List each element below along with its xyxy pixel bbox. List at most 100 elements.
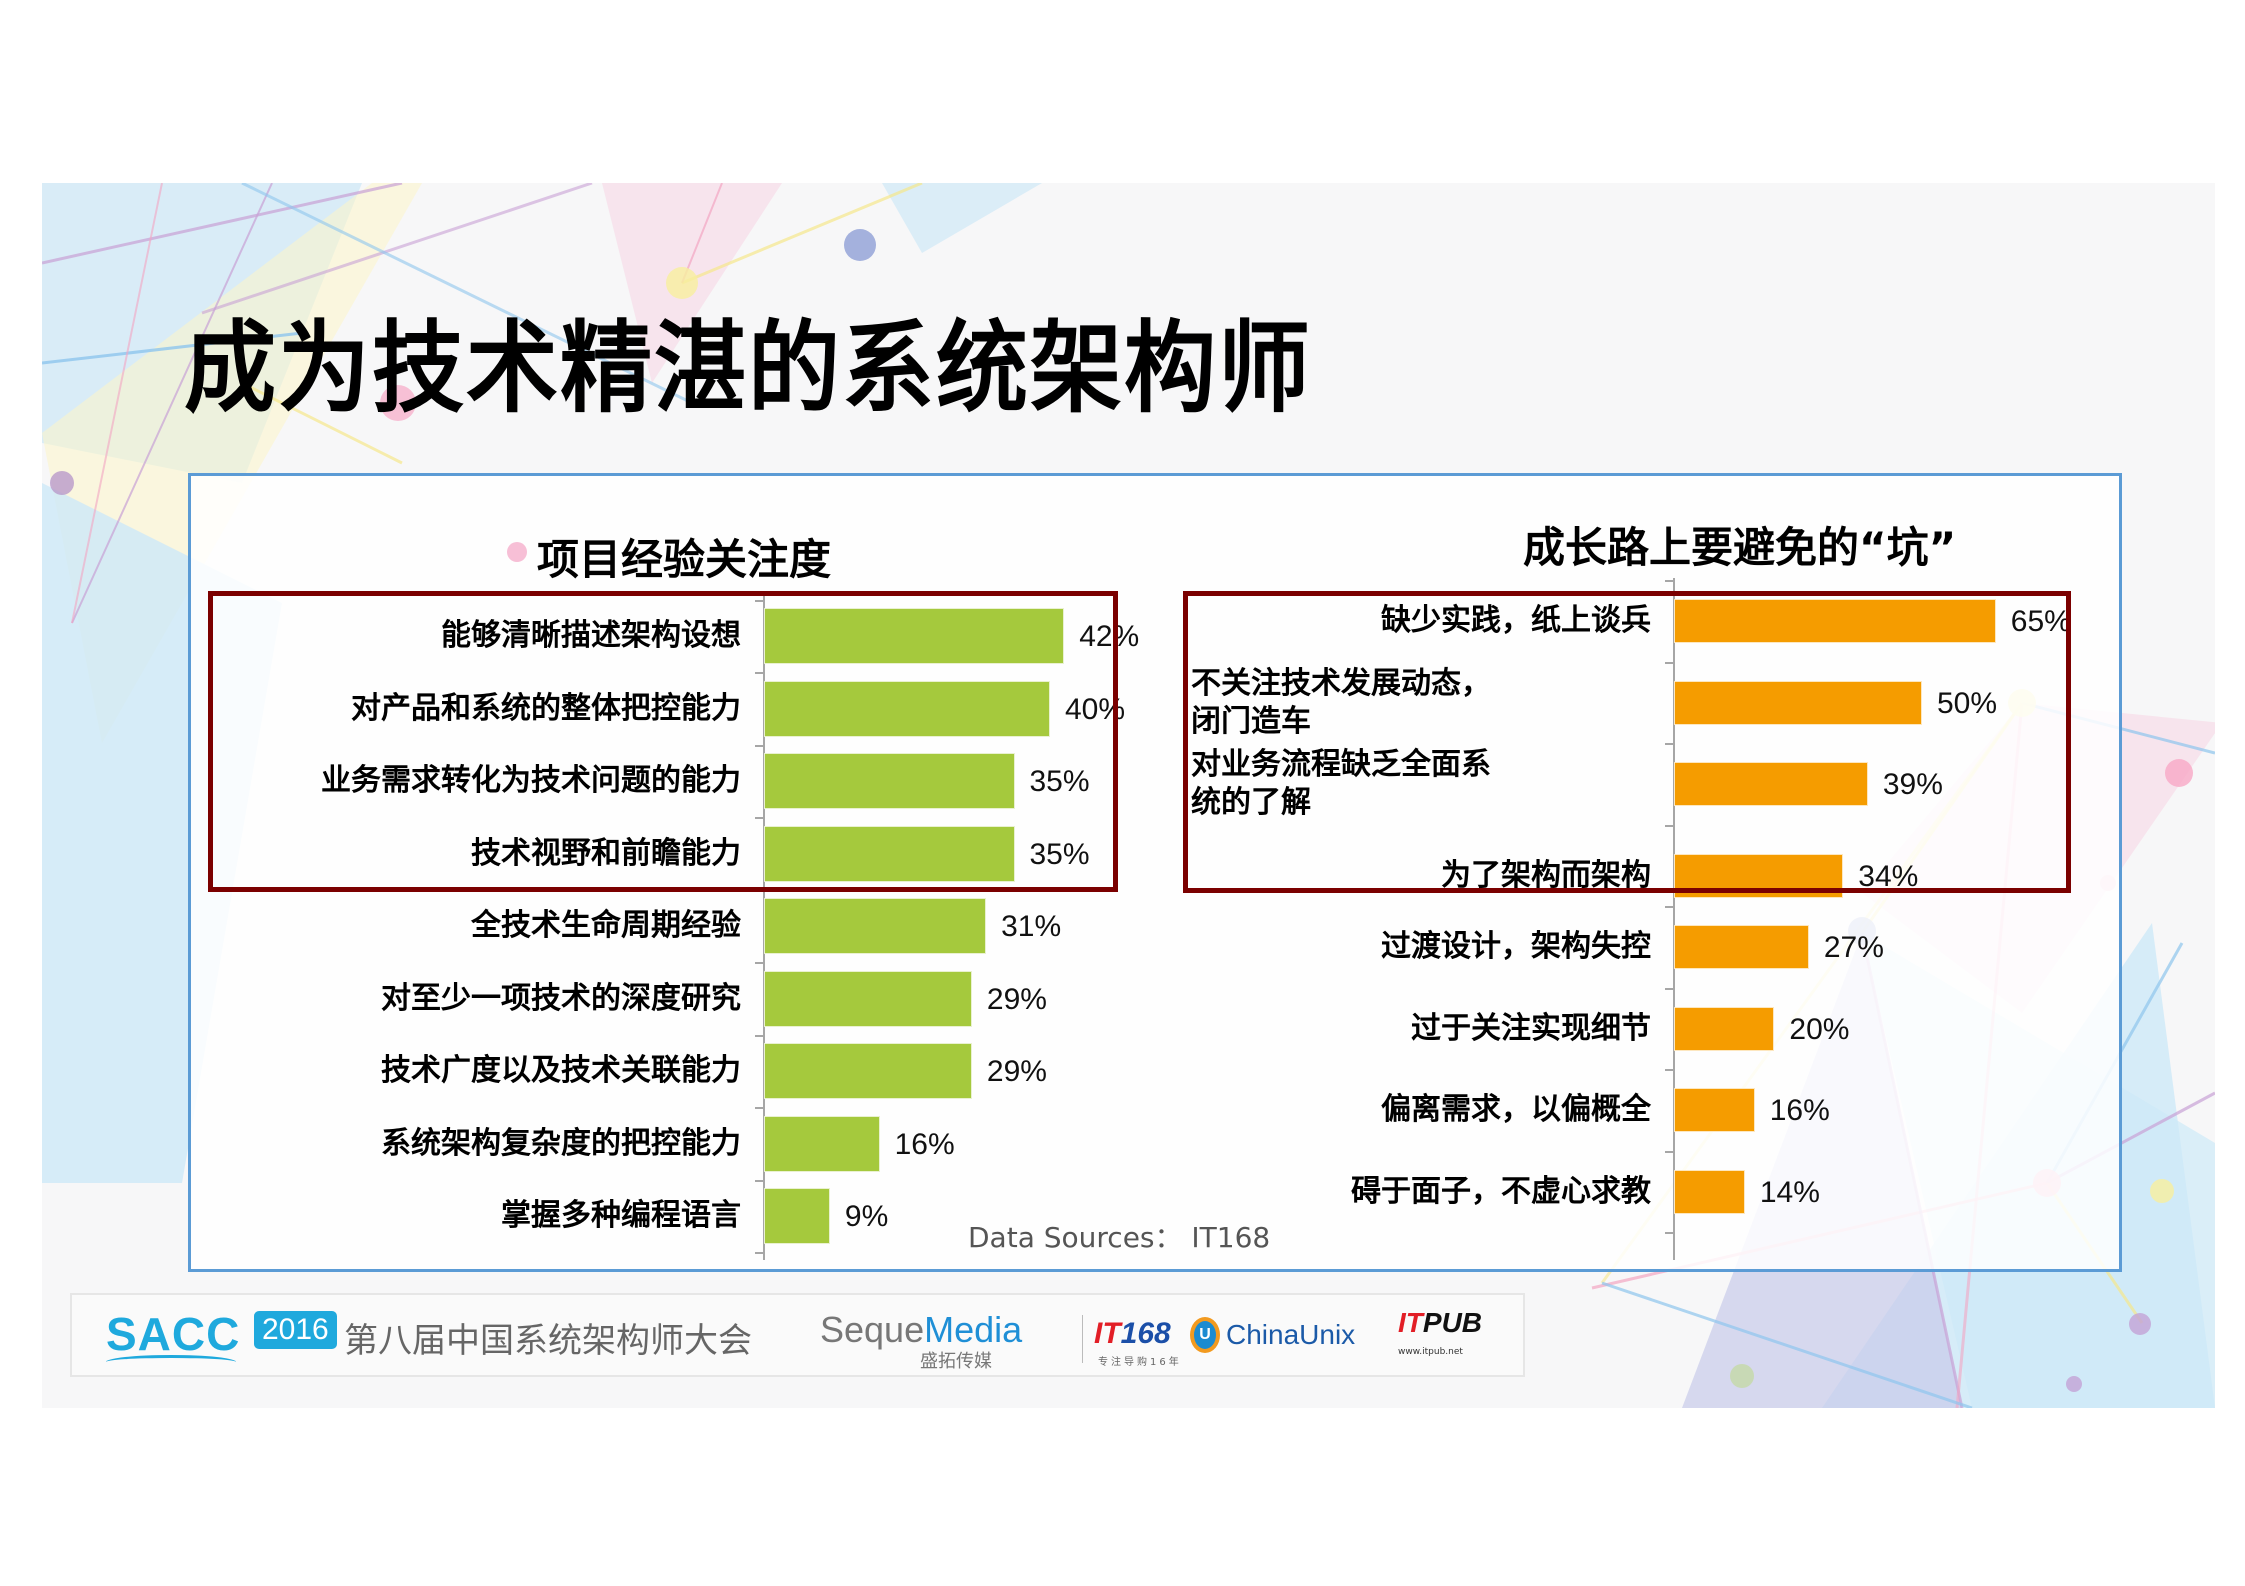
it168-tagline: 专注导购16年 [1098, 1357, 1182, 1368]
it168-logo-num: 168 [1120, 1317, 1171, 1350]
sacc-logo: SACC [106, 1308, 241, 1360]
axis-tick [755, 1034, 764, 1037]
right-highlight-box [1183, 591, 2071, 893]
bar-value-label: 42% [1079, 620, 1140, 653]
bar-value-label: 39% [1882, 768, 1943, 801]
axis-tick [755, 1179, 764, 1182]
right-chart-title: 成长路上要避免的“坑” [1523, 523, 1957, 572]
sequemedia-cn: 盛拓传媒 [920, 1351, 992, 1372]
bar-label: 过于关注实现细节 [1411, 1010, 1651, 1046]
bar-label: 对产品和系统的整体把控能力 [351, 690, 741, 726]
bar-label: 过渡设计，架构失控 [1381, 929, 1651, 964]
bar-label-line1: 不关注技术发展动态， [1191, 665, 1491, 701]
bar-value-label: 65% [2010, 605, 2071, 638]
bar-label: 能够清晰描述架构设想 [441, 618, 741, 653]
slide-title: 成为技术精湛的系统架构师 [184, 310, 1313, 427]
bar-label-line1: 对业务流程缺乏全面系 [1191, 747, 1491, 782]
bar-label: 系统架构复杂度的把控能力 [381, 1125, 741, 1161]
bar [765, 1044, 971, 1098]
axis-tick [1665, 580, 1674, 583]
axis-tick [1665, 1232, 1674, 1235]
axis-tick [1665, 1150, 1674, 1153]
it168-logo: IT168 [1094, 1317, 1171, 1351]
axis-tick [1665, 1069, 1674, 1072]
bar-label: 全技术生命周期经验 [471, 908, 741, 943]
year-badge: 2016 [254, 1311, 337, 1349]
bar-value-label: 31% [1001, 910, 1062, 943]
bar [765, 1116, 879, 1171]
bar-value-label: 34% [1858, 859, 1919, 893]
bar [765, 826, 1014, 881]
axis-tick [1665, 743, 1674, 746]
bar [1675, 926, 1808, 968]
bar-value-label: 20% [1789, 1012, 1850, 1046]
sequemedia-logo-part1: Seque [820, 1309, 925, 1350]
axis-tick [755, 962, 764, 965]
bar-label: 对至少一项技术的深度研究 [381, 980, 741, 1016]
bar-label: 技术视野和前瞻能力 [471, 835, 741, 871]
axis-tick [755, 599, 764, 602]
bar-label: 碍于面子，不虚心求教 [1351, 1173, 1651, 1209]
sacc-logo-arc [106, 1355, 236, 1369]
chart-panel: 项目经验关注度 能够清晰描述架构设想 42% 对产品和系统的整体把控能力 40% 业务需… [188, 473, 2122, 1272]
bar [765, 609, 1064, 663]
bar-label: 掌握多种编程语言 [501, 1198, 741, 1233]
left-chart-axis [763, 594, 765, 1260]
itpub-logo-pub: PUB [1422, 1307, 1483, 1338]
bar-value-label: 27% [1823, 931, 1884, 964]
axis-tick [755, 1107, 764, 1110]
chinaunix-icon: U [1190, 1317, 1220, 1353]
bar-value-label: 50% [1937, 686, 1998, 720]
axis-tick [1665, 824, 1674, 827]
itpub-logo-it: IT [1398, 1307, 1423, 1338]
bar-value-label: 35% [1029, 837, 1090, 871]
bar-label-line2: 闭门造车 [1191, 703, 1311, 739]
bar [765, 899, 986, 953]
right-chart-axis [1673, 578, 1675, 1260]
bar-label: 缺少实践，纸上谈兵 [1381, 603, 1651, 638]
bar-label-line2: 统的了解 [1191, 785, 1311, 820]
bar [765, 754, 1014, 808]
bar [765, 1189, 829, 1243]
axis-tick [755, 744, 764, 747]
bar-label: 偏离需求，以偏概全 [1381, 1092, 1651, 1127]
bar [1675, 681, 1921, 724]
bullet-dot-icon [507, 542, 527, 562]
axis-tick [1665, 987, 1674, 990]
bar [1675, 1089, 1754, 1131]
axis-tick [755, 817, 764, 820]
it168-logo-it: IT [1094, 1317, 1121, 1350]
bar-value-label: 16% [1769, 1094, 1830, 1127]
bar-label: 不关注技术发展动态， 闭门造车 [1191, 665, 1651, 741]
conference-name: 第八届中国系统架构师大会 [344, 1321, 752, 1361]
bar-label: 技术广度以及技术关联能力 [381, 1053, 741, 1088]
axis-tick [755, 672, 764, 675]
bar-label: 业务需求转化为技术问题的能力 [321, 763, 741, 798]
left-highlight-box [208, 591, 1118, 892]
bar [765, 971, 971, 1026]
itpub-url: www.itpub.net [1398, 1347, 1463, 1357]
itpub-logo: ITPUB [1398, 1307, 1482, 1339]
data-source-note: Data Sources： IT168 [968, 1221, 1271, 1254]
axis-tick [1665, 661, 1674, 664]
bar [765, 681, 1049, 736]
bar-label: 对业务流程缺乏全面系 统的了解 [1191, 746, 1651, 822]
sponsor-footer: SACC 2016 第八届中国系统架构师大会 SequeMedia 盛拓传媒 I… [70, 1293, 1525, 1377]
axis-tick [1665, 906, 1674, 909]
left-chart-title: 项目经验关注度 [537, 535, 832, 584]
axis-tick [755, 1252, 764, 1255]
sequemedia-logo-part2: Media [924, 1309, 1023, 1350]
logo-divider [1082, 1315, 1083, 1363]
bar-value-label: 16% [894, 1127, 955, 1161]
bar-value-label: 9% [844, 1200, 889, 1233]
bar [1675, 600, 1995, 642]
bar-value-label: 29% [986, 982, 1047, 1016]
bar-value-label: 14% [1759, 1175, 1820, 1209]
chinaunix-logo: ChinaUnix [1226, 1319, 1356, 1350]
bar [1675, 1007, 1774, 1050]
slide: 成为技术精湛的系统架构师 项目经验关注度 能够清晰描述架构设想 42% 对产品和系统… [42, 183, 2215, 1408]
bar [1675, 763, 1867, 805]
bar-label: 为了架构而架构 [1441, 857, 1651, 893]
bar-value-label: 35% [1029, 765, 1090, 798]
bar [1675, 1170, 1744, 1213]
